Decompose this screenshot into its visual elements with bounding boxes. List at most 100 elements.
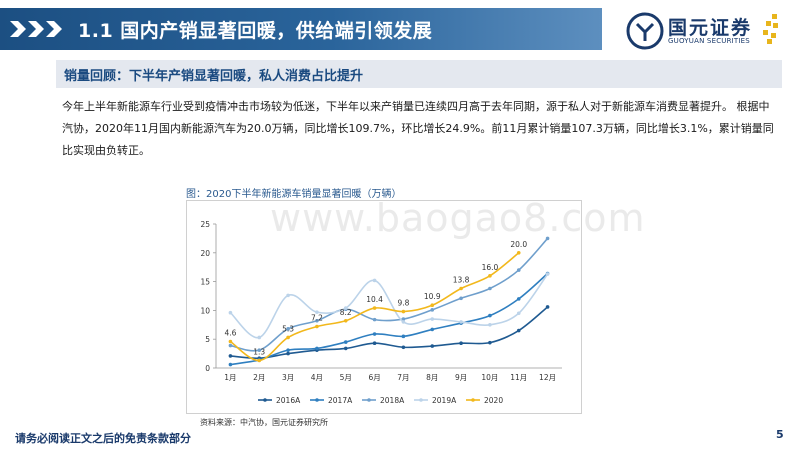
- data-label: 8.2: [340, 308, 352, 317]
- data-point-2017A: [286, 348, 290, 352]
- data-point-2016A: [401, 345, 406, 350]
- chart-container: 0 5 10 15 20 25 1月 2月 3月 4月 5月 6月 7月 8月 9月 10月 11月 12月 4.6…: [186, 200, 582, 418]
- data-point-2019A: [516, 311, 521, 316]
- data-point-2020: [459, 286, 463, 291]
- data-label: 1.3: [253, 348, 265, 357]
- section-subtitle-band: 销量回顾：下半年产销显著回暖，私人消费占比提升: [56, 60, 782, 88]
- data-point-2017A: [343, 340, 348, 344]
- legend-marker: [419, 398, 423, 402]
- data-point-2018A: [315, 318, 319, 323]
- data-point-2019A: [343, 306, 348, 310]
- data-point-2020: [343, 318, 348, 323]
- data-point-2017A: [516, 297, 521, 301]
- x-tick-label: 5月: [340, 373, 352, 382]
- data-point-2016A: [372, 341, 377, 346]
- section-subtitle: 销量回顾：下半年产销显著回暖，私人消费占比提升: [64, 69, 364, 84]
- logo-dots-icon: [763, 14, 778, 44]
- page-title: 1.1 国内产销显著回暖，供给端引领发展: [78, 20, 433, 42]
- data-point-2016A: [545, 305, 550, 309]
- figure-source: 资料来源：中汽协，国元证券研究所: [200, 418, 328, 427]
- data-point-2018A: [257, 348, 262, 352]
- data-point-2017A: [228, 362, 233, 367]
- data-point-2018A: [286, 327, 290, 331]
- data-point-2018A: [488, 286, 492, 291]
- data-point-2016A: [430, 344, 435, 348]
- y-tick-label: 15: [200, 278, 210, 287]
- data-label: 5.3: [282, 324, 294, 333]
- x-tick-label: 8月: [426, 373, 438, 382]
- data-point-2020: [228, 339, 233, 344]
- data-point-2016A: [488, 340, 492, 345]
- data-point-2018A: [430, 308, 435, 312]
- data-label: 10.4: [366, 295, 383, 304]
- data-point-2017A: [401, 334, 406, 339]
- data-point-2019A: [372, 278, 377, 283]
- body-paragraph: 今年上半年新能源车行业受到疫情冲击市场较为低迷，下半年以来产销量已连续四月高于去…: [62, 100, 774, 157]
- x-tick-label: 1月: [224, 373, 236, 382]
- page-number: 5: [776, 428, 784, 441]
- series-line-2017A: [230, 272, 549, 366]
- data-label: 13.8: [453, 276, 470, 285]
- data-point-2019A: [286, 293, 290, 298]
- legend-label: 2018A: [380, 396, 405, 405]
- logo-text-cn: 国元证券: [668, 17, 753, 39]
- data-point-2016A: [228, 354, 233, 358]
- data-point-2019A: [430, 317, 435, 321]
- data-point-2018A: [228, 343, 233, 348]
- x-tick-label: 4月: [311, 373, 323, 382]
- data-point-2018A: [372, 317, 377, 322]
- data-point-2018A: [459, 296, 463, 301]
- data-point-2020: [315, 324, 319, 329]
- data-point-2020: [257, 358, 262, 363]
- data-point-2017A: [315, 346, 319, 351]
- data-label: 16.0: [482, 263, 499, 272]
- data-point-2020: [372, 306, 377, 310]
- legend-label: 2016A: [276, 396, 301, 405]
- legend-marker: [367, 398, 371, 402]
- y-tick-label: 0: [205, 364, 210, 373]
- title-bar: 1.1 国内产销显著回暖，供给端引领发展: [0, 8, 602, 50]
- data-point-2019A: [488, 323, 492, 327]
- x-tick-label: 2月: [253, 373, 265, 382]
- x-tick-label: 12月: [539, 373, 556, 382]
- series-line-2018A: [230, 237, 549, 352]
- data-point-2016A: [343, 346, 348, 351]
- x-tick-label: 10月: [481, 373, 498, 382]
- chart-frame: [186, 200, 582, 414]
- data-point-2019A: [459, 320, 463, 324]
- data-point-2020: [516, 251, 521, 255]
- legend-label: 2017A: [328, 396, 353, 405]
- data-point-2019A: [315, 310, 319, 314]
- data-point-2016A: [286, 351, 290, 356]
- x-tick-label: 9月: [455, 373, 467, 382]
- legend-marker: [315, 398, 319, 402]
- series-line-2016A: [230, 306, 549, 360]
- data-point-2017A: [430, 327, 435, 332]
- x-tick-label: 6月: [368, 373, 380, 382]
- data-point-2019A: [401, 320, 406, 324]
- company-logo: 国元证券 GUOYUAN SECURITIES: [626, 12, 786, 52]
- data-point-2018A: [516, 268, 521, 272]
- x-tick-label: 11月: [510, 373, 527, 382]
- data-point-2019A: [545, 272, 550, 276]
- data-point-2020: [488, 274, 492, 278]
- x-tick-label: 7月: [397, 373, 409, 382]
- figure-caption: 图：2020下半年新能源车销量显著回暖（万辆）: [186, 189, 402, 200]
- data-point-2016A: [516, 328, 521, 333]
- data-point-2020: [401, 309, 406, 314]
- logo-icon: [626, 12, 664, 50]
- data-point-2018A: [401, 317, 406, 321]
- data-point-2018A: [545, 236, 550, 241]
- data-point-2016A: [459, 341, 463, 346]
- series-line-2019A: [229, 273, 549, 339]
- chevron-icon: [10, 21, 62, 37]
- data-label: 9.8: [397, 299, 409, 308]
- data-label: 4.6: [224, 329, 236, 338]
- legend-marker: [263, 398, 267, 402]
- data-label: 7.2: [311, 314, 323, 323]
- legend-marker: [471, 398, 475, 402]
- data-label: 20.0: [510, 240, 527, 249]
- legend-label: 2019A: [432, 396, 457, 405]
- data-point-2020: [286, 335, 290, 340]
- footer-disclaimer: 请务必阅读正文之后的免责条款部分: [15, 432, 191, 445]
